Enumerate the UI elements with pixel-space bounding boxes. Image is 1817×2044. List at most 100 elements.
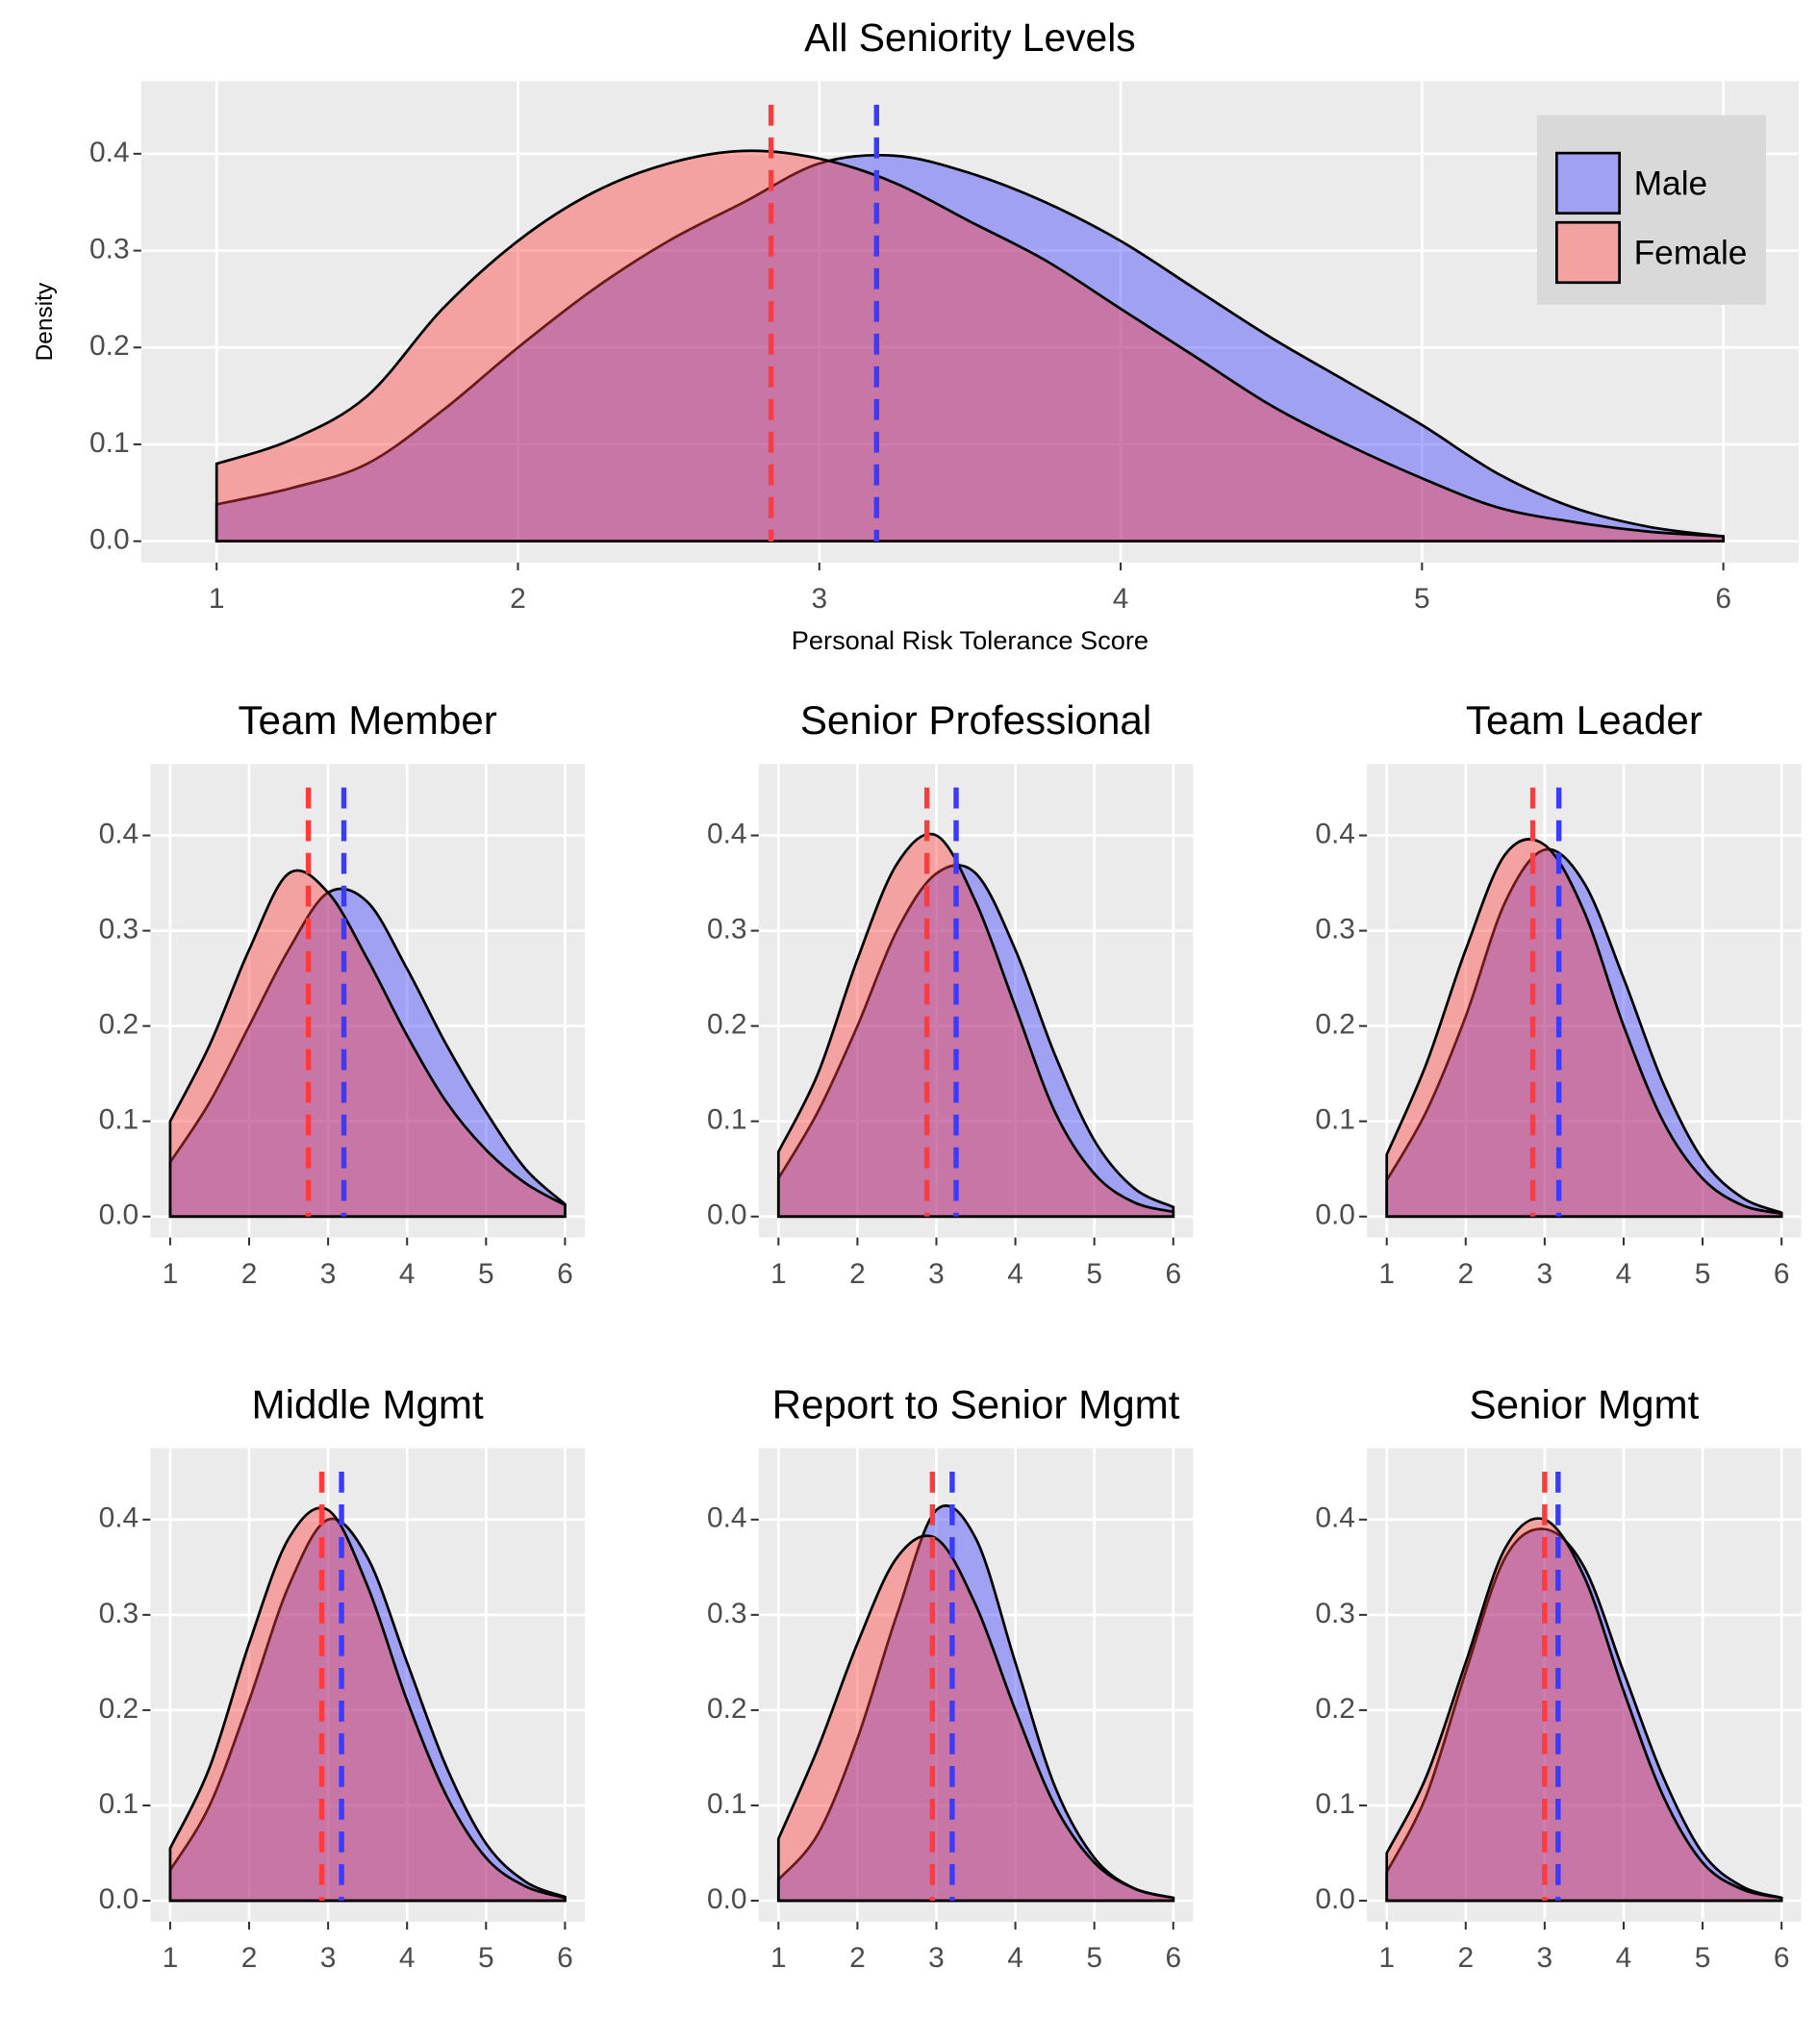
x-tick-label: 2 <box>510 583 526 615</box>
panel-background <box>150 764 585 1238</box>
x-tick-label: 3 <box>1537 1942 1553 1974</box>
density-area <box>776 1503 1175 1903</box>
x-tick-label: 6 <box>1165 1942 1181 1974</box>
y-tick-label: 0.3 <box>707 914 747 946</box>
density-area <box>1385 838 1783 1219</box>
x-tick-label: 5 <box>1086 1258 1102 1290</box>
x-tick-label: 4 <box>399 1258 416 1290</box>
y-tick-label: 0.0 <box>99 1199 139 1231</box>
x-tick-label: 5 <box>1414 583 1430 615</box>
y-tick-label: 0.3 <box>89 233 130 265</box>
y-tick-label: 0.1 <box>99 1788 139 1820</box>
density-area <box>1385 1527 1783 1903</box>
y-tick-label: 0.3 <box>707 1598 747 1629</box>
x-tick-label: 6 <box>1774 1942 1790 1974</box>
x-tick-label: 3 <box>320 1258 337 1290</box>
x-tick-label: 1 <box>163 1258 179 1290</box>
legend-swatch <box>1555 220 1622 285</box>
y-tick-label: 0.2 <box>707 1009 747 1041</box>
density-area <box>168 1506 567 1903</box>
x-tick-label: 5 <box>478 1258 494 1290</box>
x-tick-label: 1 <box>209 583 225 615</box>
y-tick-label: 0.0 <box>707 1883 747 1915</box>
y-tick-label: 0.1 <box>707 1104 747 1136</box>
chart-title: Middle Mgmt <box>252 1381 484 1426</box>
chart-title: Senior Mgmt <box>1469 1381 1699 1426</box>
x-tick-label: 1 <box>770 1942 787 1974</box>
y-tick-label: 0.4 <box>99 1502 139 1534</box>
x-tick-label: 4 <box>1616 1942 1632 1974</box>
x-tick-label: 3 <box>1537 1258 1553 1290</box>
x-tick-label: 3 <box>928 1942 945 1974</box>
y-tick-label: 0.2 <box>99 1009 139 1041</box>
density-area <box>1385 847 1783 1219</box>
y-tick-label: 0.4 <box>1315 1502 1355 1534</box>
chart-title: Senior Professional <box>800 697 1151 743</box>
y-tick-label: 0.0 <box>89 524 130 556</box>
panel-background <box>758 1448 1194 1922</box>
x-tick-label: 3 <box>320 1942 337 1974</box>
y-tick-label: 0.2 <box>99 1693 139 1725</box>
y-tick-label: 0.1 <box>707 1788 747 1820</box>
x-tick-label: 2 <box>849 1942 866 1974</box>
chart-title: Team Leader <box>1466 697 1703 743</box>
y-tick-label: 0.0 <box>1315 1883 1355 1915</box>
y-tick-label: 0.2 <box>1315 1693 1355 1725</box>
y-tick-label: 0.3 <box>1315 914 1355 946</box>
x-tick-label: 2 <box>1457 1258 1474 1290</box>
y-tick-label: 0.3 <box>99 914 139 946</box>
y-tick-label: 0.4 <box>99 818 139 849</box>
legend-label: Female <box>1634 235 1748 272</box>
x-tick-label: 2 <box>849 1258 866 1290</box>
x-tick-label: 1 <box>1378 1258 1395 1290</box>
legend-key <box>1555 151 1622 215</box>
y-tick-label: 0.2 <box>89 330 130 362</box>
y-tick-label: 0.1 <box>1315 1104 1355 1136</box>
y-tick-label: 0.2 <box>1315 1009 1355 1041</box>
legend-swatch <box>1555 151 1622 215</box>
x-tick-label: 3 <box>928 1258 945 1290</box>
x-tick-label: 2 <box>241 1942 258 1974</box>
y-tick-label: 0.0 <box>1315 1199 1355 1231</box>
x-tick-label: 4 <box>399 1942 416 1974</box>
x-tick-label: 1 <box>770 1258 787 1290</box>
density-area <box>215 149 1725 543</box>
x-tick-label: 6 <box>1715 583 1731 615</box>
density-area <box>168 887 567 1219</box>
x-tick-label: 5 <box>1086 1942 1102 1974</box>
panel-background <box>140 81 1799 563</box>
x-tick-label: 1 <box>1378 1942 1395 1974</box>
density-area <box>1385 1517 1783 1903</box>
x-tick-label: 1 <box>163 1942 179 1974</box>
chart-title: Report to Senior Mgmt <box>772 1381 1180 1426</box>
y-tick-label: 0.1 <box>99 1104 139 1136</box>
x-tick-label: 5 <box>1695 1942 1711 1974</box>
y-tick-label: 0.3 <box>99 1598 139 1629</box>
density-area <box>776 832 1175 1219</box>
x-tick-label: 4 <box>1007 1258 1023 1290</box>
x-tick-label: 2 <box>1457 1942 1474 1974</box>
legend-key <box>1555 220 1622 285</box>
y-tick-label: 0.4 <box>707 818 747 849</box>
x-tick-label: 4 <box>1007 1942 1023 1974</box>
panel-background <box>1367 1448 1802 1922</box>
density-area <box>776 1534 1175 1903</box>
x-tick-label: 4 <box>1616 1258 1632 1290</box>
density-area <box>168 1517 567 1903</box>
panel-background <box>150 1448 585 1922</box>
y-axis-title: Density <box>32 282 58 361</box>
x-tick-label: 4 <box>1113 583 1129 615</box>
x-tick-label: 5 <box>478 1942 494 1974</box>
x-tick-label: 6 <box>557 1258 573 1290</box>
y-tick-label: 0.4 <box>89 137 130 168</box>
y-tick-label: 0.1 <box>89 427 130 459</box>
y-tick-label: 0.1 <box>1315 1788 1355 1820</box>
x-tick-label: 6 <box>557 1942 573 1974</box>
panel-background <box>758 764 1194 1238</box>
x-tick-label: 6 <box>1774 1258 1790 1290</box>
x-tick-label: 3 <box>811 583 827 615</box>
y-tick-label: 0.3 <box>1315 1598 1355 1629</box>
chart-title: All Seniority Levels <box>804 15 1136 60</box>
